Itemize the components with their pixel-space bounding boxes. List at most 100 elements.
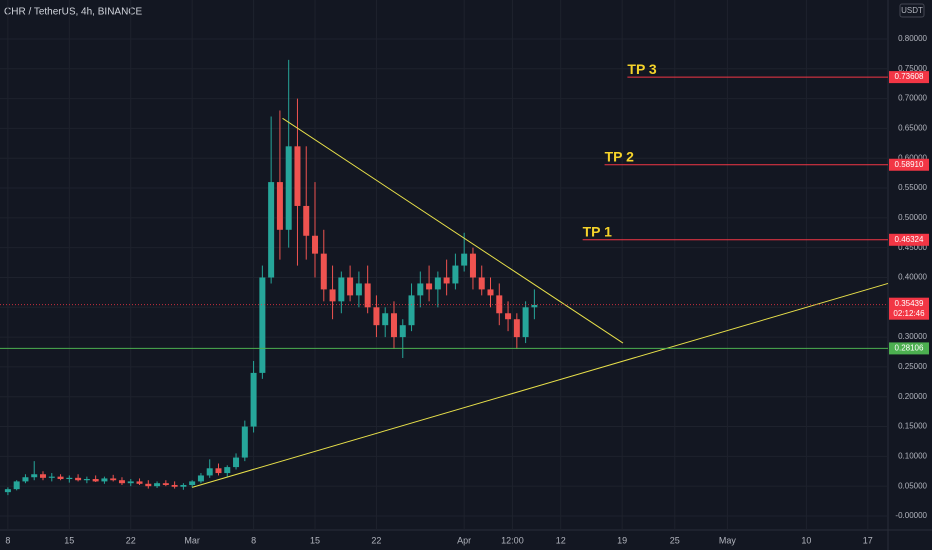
candle-body bbox=[399, 325, 406, 338]
candle-body bbox=[118, 480, 125, 484]
x-tick-label: 15 bbox=[310, 535, 320, 545]
price-badge bbox=[889, 158, 929, 171]
currency-box[interactable] bbox=[899, 3, 925, 18]
trendline bbox=[192, 282, 889, 488]
x-tick-label: Mar bbox=[184, 535, 200, 545]
candle-body bbox=[259, 277, 266, 373]
candle-body bbox=[531, 304, 538, 308]
candle-body bbox=[57, 476, 64, 480]
y-tick-label: 0.75000 bbox=[898, 64, 927, 73]
candle-body bbox=[303, 205, 310, 236]
candle-body bbox=[417, 283, 424, 296]
candle-body bbox=[390, 313, 397, 338]
y-tick-label: 0.05000 bbox=[898, 481, 927, 490]
candle-body bbox=[189, 481, 196, 485]
x-tick-label: 15 bbox=[64, 535, 74, 545]
candle-body bbox=[4, 489, 11, 493]
x-tick-label: 12:00 bbox=[501, 535, 524, 545]
candle-body bbox=[154, 483, 161, 487]
candle-body bbox=[382, 313, 389, 326]
chart-title: CHR / TetherUS, 4h, BINANCE bbox=[4, 7, 143, 18]
price-badge bbox=[889, 71, 929, 84]
level-name: TP 3 bbox=[627, 61, 657, 77]
price-badge-label: 0.73608 bbox=[895, 72, 924, 81]
x-tick-label: 12 bbox=[556, 535, 566, 545]
candle-body bbox=[31, 474, 38, 478]
candle-body bbox=[408, 295, 415, 326]
candle-body bbox=[66, 477, 73, 480]
candle-body bbox=[136, 481, 143, 484]
price-badge-label: 0.35439 bbox=[895, 299, 924, 308]
candle-body bbox=[215, 468, 222, 474]
candle-body bbox=[364, 283, 371, 308]
price-badge-label: 0.58910 bbox=[895, 160, 924, 169]
candle-body bbox=[505, 313, 512, 320]
candle-body bbox=[355, 283, 362, 296]
price-badge bbox=[889, 233, 929, 246]
x-tick-label: 22 bbox=[126, 535, 136, 545]
y-tick-label: 0.50000 bbox=[898, 213, 927, 222]
x-tick-label: 22 bbox=[371, 535, 381, 545]
candle-body bbox=[426, 283, 433, 290]
candle-body bbox=[180, 484, 187, 487]
candle-body bbox=[241, 426, 248, 458]
candle-body bbox=[92, 479, 99, 482]
x-tick-label: 19 bbox=[617, 535, 627, 545]
x-tick-label: May bbox=[719, 535, 737, 545]
y-tick-label: 0.60000 bbox=[898, 153, 927, 162]
candle-body bbox=[197, 475, 204, 482]
candle-body bbox=[312, 235, 319, 254]
candle-body bbox=[478, 277, 485, 290]
countdown: 02:12:46 bbox=[893, 309, 925, 318]
candle-body bbox=[461, 253, 468, 266]
candle-body bbox=[233, 457, 240, 468]
candle-body bbox=[127, 481, 134, 484]
price-badge bbox=[889, 342, 929, 355]
candle-body bbox=[145, 483, 152, 487]
y-tick-label: 0.10000 bbox=[898, 451, 927, 460]
candle-body bbox=[496, 295, 503, 314]
candle-body bbox=[469, 253, 476, 278]
y-tick-label: 0.25000 bbox=[898, 362, 927, 371]
y-tick-label: -0.00000 bbox=[895, 511, 927, 520]
y-tick-label: 0.70000 bbox=[898, 94, 927, 103]
candle-body bbox=[294, 146, 301, 206]
candle-body bbox=[443, 277, 450, 284]
x-tick-label: 8 bbox=[5, 535, 10, 545]
price-badge-label: 0.46324 bbox=[895, 235, 924, 244]
x-tick-label: 17 bbox=[863, 535, 873, 545]
y-tick-label: 0.65000 bbox=[898, 124, 927, 133]
candle-body bbox=[452, 265, 459, 284]
level-name: TP 1 bbox=[583, 223, 613, 239]
candle-body bbox=[13, 481, 20, 490]
y-tick-label: 0.15000 bbox=[898, 422, 927, 431]
candle-body bbox=[83, 479, 90, 481]
price-badge-label: 0.28106 bbox=[895, 344, 924, 353]
candle-body bbox=[22, 477, 29, 482]
y-tick-label: 0.30000 bbox=[898, 332, 927, 341]
candle-body bbox=[329, 289, 336, 302]
candle-body bbox=[75, 477, 82, 481]
candle-body bbox=[268, 182, 275, 278]
candle-body bbox=[373, 307, 380, 326]
y-tick-label: 0.80000 bbox=[898, 34, 927, 43]
candle-body bbox=[338, 277, 345, 302]
candle-body bbox=[285, 146, 292, 230]
candle-body bbox=[162, 483, 169, 485]
candle-body bbox=[434, 277, 441, 290]
candle-body bbox=[171, 484, 178, 487]
candle-body bbox=[101, 478, 108, 482]
candle-body bbox=[513, 319, 520, 338]
candle-body bbox=[522, 307, 529, 338]
y-tick-label: 0.20000 bbox=[898, 392, 927, 401]
candle-body bbox=[48, 476, 55, 478]
y-tick-label: 0.45000 bbox=[898, 243, 927, 252]
price-badge bbox=[889, 297, 929, 320]
currency[interactable]: USDT bbox=[901, 6, 923, 15]
candle-body bbox=[224, 467, 231, 474]
x-tick-label: 25 bbox=[670, 535, 680, 545]
candle-body bbox=[39, 474, 46, 478]
candle-body bbox=[110, 478, 117, 481]
